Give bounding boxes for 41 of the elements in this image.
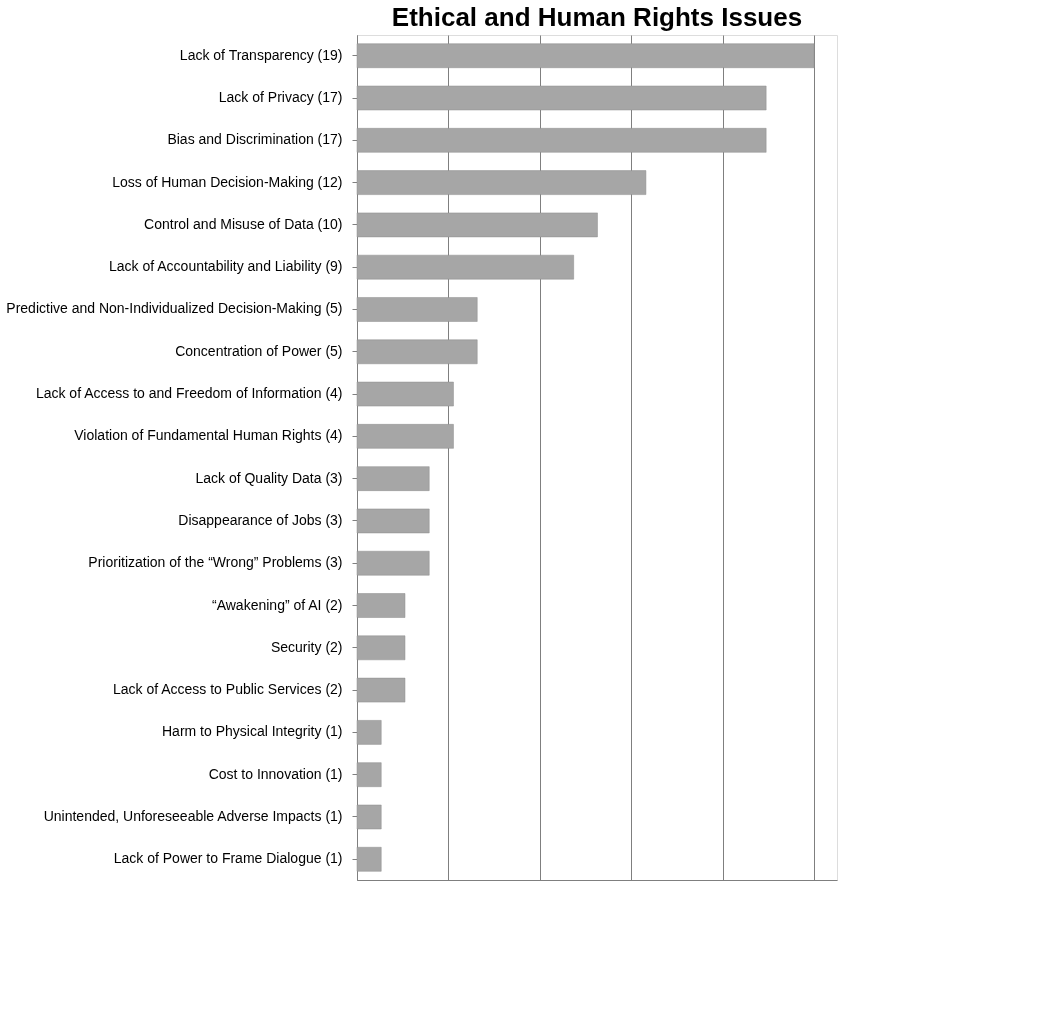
bar (356, 212, 598, 238)
y-tick-label: Prioritization of the “Wrong” Problems (3) (88, 554, 343, 571)
bar (356, 762, 382, 787)
y-tick-label: Security (2) (270, 638, 343, 655)
y-tick-label: Disappearance of Jobs (3) (178, 511, 343, 528)
bar (356, 508, 430, 534)
bar (356, 804, 382, 830)
y-tick-label: Bias and Discrimination (17) (167, 131, 343, 148)
y-tick-label: Unintended, Unforeseeable Adverse Impacts (1) (43, 807, 343, 824)
y-tick-label: Control and Misuse of Data (10) (144, 215, 343, 232)
y-tick-label: Lack of Transparency (19) (179, 46, 343, 63)
y-tick-label: Lack of Quality Data (3) (195, 469, 343, 486)
bar (356, 85, 767, 111)
bar (356, 466, 430, 491)
y-tick-label: Lack of Access to Public Services (2) (112, 681, 343, 698)
y-tick-label: Loss of Human Decision-Making (12) (112, 173, 343, 190)
bar (356, 339, 478, 365)
y-tick-label: Lack of Access to and Freedom of Information (4) (35, 385, 343, 402)
bar (356, 254, 574, 280)
y-tick-label: Lack of Power to Frame Dialogue (1) (113, 850, 343, 867)
bar (356, 635, 406, 661)
bar (356, 550, 430, 576)
bar (356, 677, 406, 703)
y-tick-label: Concentration of Power (5) (175, 342, 343, 359)
bar (356, 847, 382, 872)
bar (356, 424, 454, 449)
bar (356, 170, 647, 195)
bar (356, 720, 382, 745)
bar (356, 128, 767, 153)
y-tick-label: Harm to Physical Integrity (1) (162, 723, 343, 740)
y-tick-label: Lack of Privacy (17) (218, 89, 343, 106)
y-tick-label: “Awakening” of AI (2) (212, 596, 343, 613)
y-tick-label: Lack of Accountability and Liability (9) (109, 258, 343, 275)
chart-title: Ethical and Human Rights Issues (391, 2, 803, 32)
y-tick-label: Predictive and Non-Individualized Decision-Making (5) (6, 300, 343, 317)
bar (356, 593, 406, 618)
bar (356, 297, 478, 322)
y-tick-label: Violation of Fundamental Human Rights (4) (74, 427, 343, 444)
bar (356, 43, 815, 68)
bar (356, 381, 454, 407)
y-tick-label: Cost to Innovation (1) (208, 765, 343, 782)
